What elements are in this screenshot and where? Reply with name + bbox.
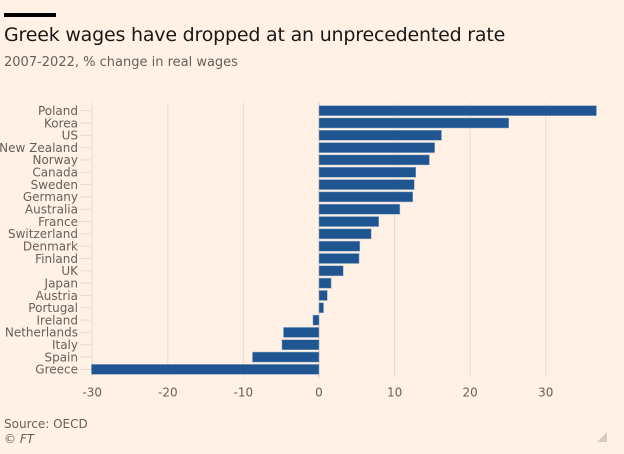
y-tick-label: France <box>38 215 78 229</box>
bar-australia <box>318 203 401 215</box>
bar-canada <box>318 167 417 178</box>
y-tick-label: New Zealand <box>0 141 78 155</box>
x-tick-label: 10 <box>387 386 402 400</box>
bar-norway <box>318 154 430 166</box>
x-tick-label: -30 <box>82 386 102 400</box>
bar-japan <box>318 277 332 289</box>
y-tick-label: Germany <box>23 190 78 204</box>
y-tick-label: Norway <box>32 153 78 167</box>
y-tick-label: Switzerland <box>8 227 78 241</box>
source-note: Source: OECD <box>4 417 88 431</box>
chart-title: Greek wages have dropped at an unprecede… <box>4 24 506 46</box>
bar-spain <box>252 351 320 363</box>
y-tick-label: Canada <box>32 166 78 180</box>
ft-title-bar <box>4 13 56 17</box>
y-tick-label: Greece <box>35 363 78 377</box>
y-tick-label: Australia <box>25 203 78 217</box>
y-tick-label: Portugal <box>28 301 78 315</box>
chart-subtitle: 2007-2022, % change in real wages <box>4 55 238 70</box>
x-tick-label: -10 <box>234 386 254 400</box>
y-tick-label: Japan <box>44 276 78 290</box>
bar-us <box>318 130 442 141</box>
bar-finland <box>318 253 360 264</box>
gridlines <box>91 102 547 378</box>
bar-switzerland <box>318 228 372 240</box>
y-tick-label: Poland <box>38 104 78 118</box>
y-tick-label: Korea <box>44 116 78 130</box>
bar-poland <box>318 105 597 116</box>
copyright-note: © FT <box>4 432 35 446</box>
x-tick-label: 30 <box>538 386 553 400</box>
bar-germany <box>318 191 413 203</box>
bar-korea <box>318 117 510 129</box>
bar-greece <box>91 364 320 375</box>
y-tick-label: Denmark <box>23 239 78 253</box>
x-axis: -30 -20 -10 0 10 20 30 <box>82 386 553 400</box>
resize-handle-icon[interactable] <box>597 432 607 442</box>
bar-netherlands <box>283 327 320 338</box>
y-tick-label: Austria <box>36 289 78 303</box>
y-tick-label: Italy <box>52 338 78 352</box>
x-tick-label: 20 <box>463 386 478 400</box>
y-tick-label: Finland <box>35 252 78 266</box>
bars <box>91 105 597 375</box>
y-tick-label: US <box>62 129 78 143</box>
bar-italy <box>281 339 320 350</box>
bar-new-zealand <box>318 142 435 153</box>
y-tick-label: UK <box>61 264 79 278</box>
bar-denmark <box>318 240 361 252</box>
y-tick-label: Ireland <box>36 313 78 327</box>
bar-france <box>318 216 379 227</box>
x-tick-label: 0 <box>315 386 323 400</box>
y-tick-label: Netherlands <box>5 326 78 340</box>
y-tick-label: Sweden <box>31 178 78 192</box>
bar-uk <box>318 265 344 277</box>
bar-austria <box>318 290 328 301</box>
x-tick-label: -20 <box>158 386 178 400</box>
bar-ireland <box>312 314 320 326</box>
bar-portugal <box>318 302 324 314</box>
y-tick-label: Spain <box>44 350 78 364</box>
bar-sweden <box>318 179 415 190</box>
